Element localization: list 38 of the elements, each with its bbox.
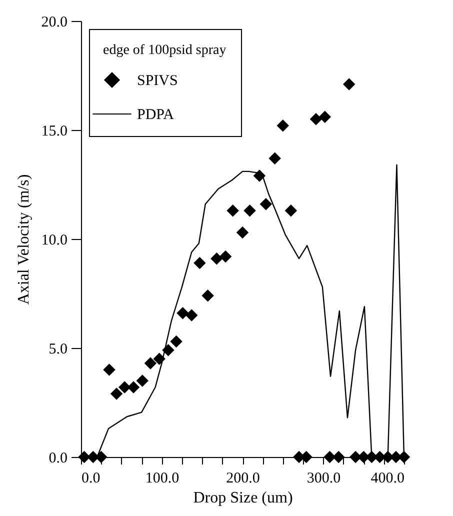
y-tick-label: 20.0 (41, 14, 68, 30)
x-axis-title: Drop Size (um) (193, 490, 293, 506)
point (284, 204, 298, 217)
point (342, 78, 356, 90)
x-tick-label: 200.0 (226, 470, 260, 486)
point (162, 344, 174, 356)
point (260, 198, 272, 210)
point (210, 252, 223, 265)
y-tick-label: 5.0 (48, 342, 68, 358)
x-tick-label: 100.0 (145, 470, 180, 486)
y-axis-title: Axial Velocity (m/s) (15, 174, 32, 305)
point (226, 204, 239, 217)
point (176, 306, 189, 320)
y-tick-label: 15.0 (41, 124, 68, 140)
point (268, 152, 281, 164)
x-tick-label: 0.0 (82, 470, 100, 486)
y-tick-label: 0.0 (48, 450, 68, 466)
point (170, 335, 182, 348)
legend-label: SPIVS (137, 73, 178, 89)
point (186, 309, 198, 322)
point (276, 120, 289, 132)
point (110, 388, 123, 400)
legend-title: edge of 100psid spray (103, 43, 226, 58)
point (219, 250, 232, 263)
point (136, 374, 148, 387)
point (236, 226, 249, 239)
point (144, 357, 157, 370)
y-tick-label: 10.0 (41, 232, 68, 248)
point (194, 256, 206, 270)
point (153, 352, 166, 366)
x-tick-label: 300.0 (306, 470, 341, 486)
x-tick-label: 400.0 (370, 470, 404, 486)
point (310, 112, 322, 126)
point (244, 204, 256, 217)
legend-label: PDPA (137, 107, 174, 123)
point (318, 110, 331, 124)
point (103, 364, 116, 376)
point (202, 290, 214, 302)
